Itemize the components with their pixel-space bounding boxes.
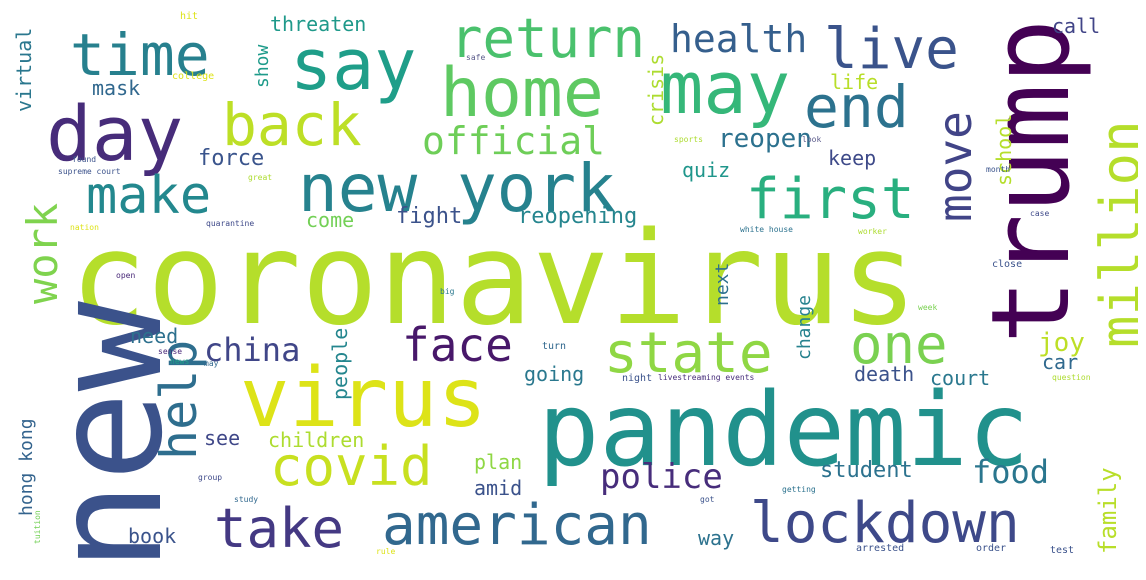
word-way: way [698, 526, 735, 550]
word-live: live [824, 17, 959, 82]
word-fight: fight [396, 204, 463, 229]
word-joy: joy [1038, 328, 1085, 358]
word-home: home [440, 54, 604, 133]
word-threaten: threaten [270, 12, 367, 36]
word-reopen: reopen [718, 124, 812, 154]
word-supreme-court: supreme court [58, 167, 121, 176]
word-school: school [992, 113, 1016, 186]
word-virtual: virtual [12, 27, 36, 112]
word-car: car [1042, 350, 1079, 374]
word-new-york: new york [298, 150, 616, 227]
word-return: return [450, 8, 646, 70]
word-case: case [1030, 209, 1050, 218]
word-death: death [854, 362, 915, 386]
word-getting: getting [782, 485, 816, 494]
word-end: end [804, 73, 909, 141]
word-safe: safe [466, 53, 486, 62]
word-quarantine: quarantine [206, 219, 255, 228]
word-rule: rule [376, 547, 396, 556]
word-change: change [794, 294, 815, 360]
word-sense: sense [158, 347, 183, 356]
word-plan: plan [474, 450, 523, 474]
word-lockdown: lockdown [750, 491, 1020, 556]
word-say: say [290, 24, 417, 106]
word-health: health [670, 17, 808, 61]
word-next: next [712, 262, 733, 306]
word-life: life [830, 70, 879, 94]
word-week: week [918, 303, 938, 312]
word-crisis: crisis [644, 53, 668, 126]
word-close: close [992, 259, 1023, 270]
word-group: group [198, 473, 223, 482]
word-may-2: may [204, 359, 219, 368]
word-great: great [248, 173, 273, 182]
word-got: got [700, 495, 715, 504]
word-first: first [746, 167, 915, 232]
word-see: see [204, 426, 241, 450]
wordcloud: coronavirus pandemic new trump new york virus… [8, 8, 1138, 572]
word-china: china [204, 331, 301, 369]
word-month: month [986, 165, 1011, 174]
word-may: may [660, 46, 791, 130]
word-student: student [820, 458, 913, 483]
word-turn: turn [542, 341, 567, 352]
word-move: move [928, 111, 982, 222]
word-arrested: arrested [856, 543, 905, 554]
word-virus: virus [240, 351, 487, 446]
word-come: come [306, 208, 355, 232]
word-worker: worker [858, 227, 887, 236]
word-make: make [86, 166, 212, 226]
word-big: big [440, 287, 455, 296]
word-call: call [1052, 14, 1101, 38]
word-tuition: tuition [33, 510, 42, 544]
word-book: book [128, 524, 177, 548]
word-found: found [72, 155, 97, 164]
word-night: night [622, 373, 653, 384]
word-state: state [604, 321, 773, 386]
word-american: american [382, 493, 652, 558]
word-work: work [18, 202, 67, 304]
word-show: show [252, 44, 273, 88]
word-keep: keep [828, 146, 877, 170]
word-force: force [198, 146, 265, 171]
word-white-house: white house [740, 225, 793, 234]
word-face: face [402, 318, 513, 372]
word-order: order [976, 543, 1007, 554]
word-news: news [170, 357, 190, 366]
word-police: police [600, 457, 723, 497]
word-take: take [214, 497, 345, 560]
word-one: one [850, 313, 948, 376]
word-hong-kong: hong kong [16, 418, 37, 516]
word-million: million [1089, 120, 1138, 348]
word-need: need [130, 324, 179, 348]
word-study: study [234, 495, 259, 504]
word-amid: amid [474, 476, 523, 500]
word-people: people [328, 327, 352, 400]
word-sports: sports [674, 135, 703, 144]
word-reopening: reopening [518, 204, 638, 229]
word-pandemic: pandemic [538, 371, 1030, 490]
word-look: look [802, 135, 822, 144]
word-quiz: quiz [682, 158, 731, 182]
word-test: test [1050, 545, 1075, 556]
word-coronavirus: coronavirus [70, 205, 918, 354]
word-college: college [172, 71, 215, 82]
word-nation: nation [70, 223, 99, 232]
word-livestreaming-events: livestreaming events [658, 373, 755, 382]
word-family: family [1094, 467, 1122, 554]
word-open: open [116, 271, 136, 280]
word-food: food [972, 453, 1050, 491]
word-mask: mask [92, 76, 141, 100]
word-hit: hit [180, 11, 199, 22]
word-covid: covid [270, 435, 433, 498]
word-question: question [1052, 373, 1091, 382]
word-children: children [268, 428, 365, 452]
word-going: going [524, 362, 585, 386]
word-day: day [46, 89, 184, 178]
word-official: official [422, 119, 606, 163]
word-back: back [222, 91, 362, 159]
word-time: time [70, 21, 210, 89]
word-court: court [930, 366, 991, 390]
